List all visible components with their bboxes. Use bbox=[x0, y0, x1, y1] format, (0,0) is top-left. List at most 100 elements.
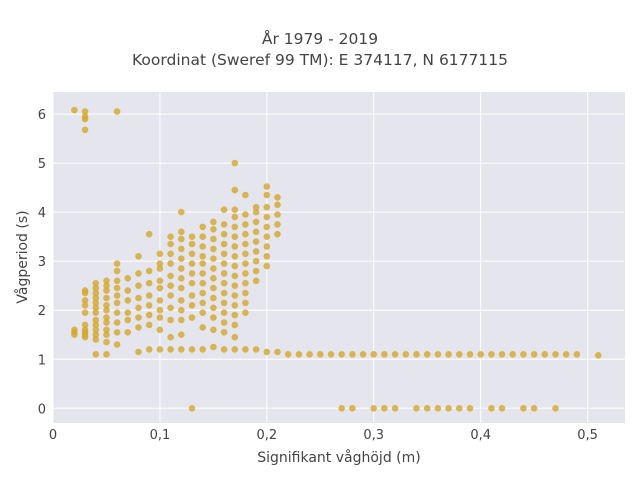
data-point bbox=[220, 206, 228, 213]
data-point bbox=[199, 252, 206, 260]
data-point bbox=[103, 306, 110, 314]
data-point bbox=[103, 294, 110, 302]
data-point bbox=[124, 297, 132, 304]
data-point bbox=[124, 275, 132, 282]
data-point bbox=[92, 336, 100, 343]
data-point bbox=[103, 351, 110, 358]
data-point bbox=[338, 405, 346, 412]
data-point bbox=[199, 324, 206, 331]
data-point bbox=[252, 267, 260, 275]
data-point bbox=[252, 228, 260, 236]
y-tick-label: 0 bbox=[38, 402, 46, 417]
data-point bbox=[295, 351, 303, 358]
data-point bbox=[210, 294, 217, 302]
data-point bbox=[113, 299, 121, 307]
data-point bbox=[242, 270, 249, 277]
data-point bbox=[242, 279, 249, 287]
data-point bbox=[274, 221, 281, 228]
data-point bbox=[92, 309, 100, 317]
data-point bbox=[113, 329, 121, 336]
data-point bbox=[252, 257, 260, 265]
data-point bbox=[103, 302, 110, 309]
data-point bbox=[274, 348, 281, 356]
data-point bbox=[252, 208, 260, 216]
data-point bbox=[178, 245, 185, 253]
data-point bbox=[103, 319, 110, 326]
data-point bbox=[252, 238, 260, 245]
data-point bbox=[135, 252, 142, 260]
data-point bbox=[199, 346, 206, 353]
data-point bbox=[124, 329, 132, 336]
data-point bbox=[477, 351, 485, 358]
data-point bbox=[124, 287, 132, 294]
data-point bbox=[81, 115, 89, 123]
y-tick-label: 5 bbox=[38, 157, 46, 172]
data-point bbox=[349, 405, 356, 412]
data-point bbox=[92, 294, 100, 302]
data-point bbox=[231, 186, 239, 194]
data-point bbox=[178, 235, 185, 243]
data-point bbox=[199, 243, 206, 250]
data-point bbox=[242, 221, 249, 228]
data-point bbox=[156, 314, 164, 321]
data-point bbox=[231, 302, 239, 309]
data-point bbox=[178, 208, 185, 216]
data-point bbox=[124, 316, 132, 324]
data-point bbox=[231, 223, 239, 231]
data-point bbox=[167, 282, 174, 290]
data-point bbox=[562, 351, 570, 358]
data-point bbox=[113, 319, 121, 326]
data-point bbox=[242, 191, 249, 199]
data-point bbox=[263, 223, 271, 231]
data-point bbox=[81, 321, 89, 329]
data-point bbox=[135, 348, 142, 356]
data-point bbox=[92, 289, 100, 297]
data-point bbox=[231, 243, 239, 250]
data-point bbox=[327, 351, 335, 358]
data-point bbox=[263, 252, 271, 260]
data-point bbox=[103, 282, 110, 290]
data-point bbox=[456, 405, 463, 412]
data-point bbox=[135, 282, 142, 290]
data-point bbox=[231, 233, 239, 240]
data-point bbox=[113, 341, 121, 348]
data-point bbox=[242, 299, 249, 307]
data-point bbox=[509, 351, 516, 358]
data-point bbox=[199, 299, 206, 307]
data-point bbox=[199, 270, 206, 277]
data-point bbox=[552, 405, 559, 412]
data-point bbox=[188, 250, 196, 258]
data-point bbox=[156, 260, 164, 267]
data-point bbox=[92, 284, 100, 292]
data-point bbox=[92, 299, 100, 307]
data-point bbox=[263, 233, 271, 240]
data-point bbox=[488, 351, 495, 358]
data-point bbox=[145, 346, 153, 353]
data-point bbox=[488, 405, 495, 412]
chart-title: År 1979 - 2019 bbox=[261, 30, 379, 48]
data-point bbox=[274, 194, 281, 201]
data-point bbox=[498, 351, 506, 358]
data-point bbox=[113, 260, 121, 267]
data-point bbox=[81, 126, 89, 134]
data-point bbox=[81, 297, 89, 304]
data-point bbox=[113, 292, 121, 299]
data-point bbox=[199, 289, 206, 297]
data-point bbox=[210, 265, 217, 272]
data-point bbox=[81, 333, 89, 341]
data-point bbox=[188, 314, 196, 321]
data-point bbox=[145, 230, 153, 238]
data-point bbox=[242, 289, 249, 297]
data-point bbox=[71, 331, 78, 339]
data-point bbox=[381, 405, 388, 412]
data-point bbox=[156, 265, 164, 272]
data-point bbox=[188, 405, 196, 412]
data-point bbox=[178, 255, 185, 262]
data-point bbox=[145, 311, 153, 319]
data-point bbox=[434, 351, 442, 358]
data-point bbox=[81, 309, 89, 317]
data-point bbox=[541, 351, 549, 358]
data-point bbox=[188, 302, 196, 309]
data-point bbox=[231, 311, 239, 319]
data-point bbox=[252, 203, 260, 211]
